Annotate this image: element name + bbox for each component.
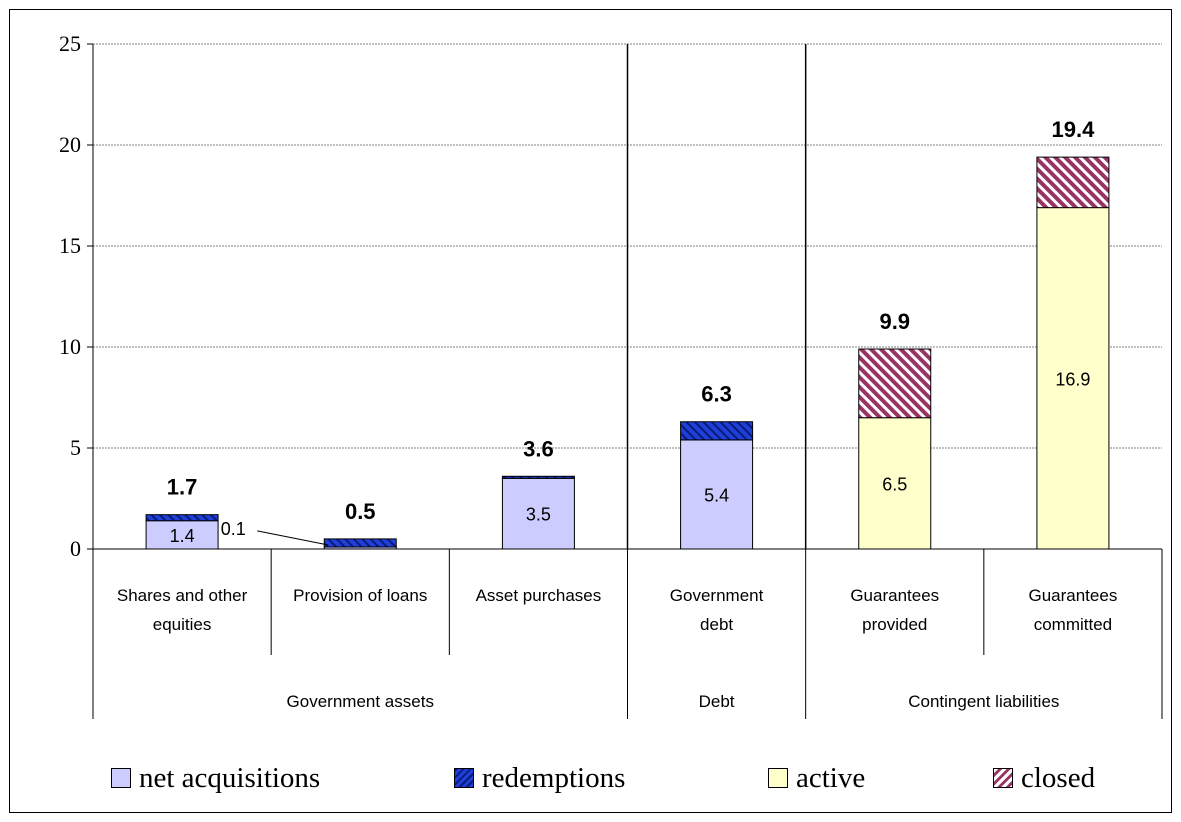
bar-segment-closed (1036, 156, 1110, 209)
category-label: Government (670, 586, 764, 605)
bar-segment-redemptions (501, 475, 575, 479)
bar-segment-net-acquisitions (680, 439, 754, 550)
category-label: Asset purchases (476, 586, 602, 605)
legend-item-active: active (768, 762, 865, 794)
total-label: 6.3 (701, 382, 732, 407)
legend-label: closed (1021, 761, 1096, 794)
legend-label: active (796, 761, 866, 794)
y-tick-label: 0 (70, 536, 81, 561)
legend-swatch-active (768, 768, 788, 788)
category-axis: Shares and other equities Provision of loa… (92, 548, 1163, 719)
bar-segment-closed (858, 348, 932, 419)
bar-segment-redemptions (145, 514, 219, 522)
total-label: 3.6 (523, 436, 554, 461)
segment-label: 1.4 (170, 526, 195, 546)
bar-segment-net-acquisitions (501, 477, 575, 550)
bar-segment-active (1036, 207, 1110, 550)
legend-swatch-redemptions (454, 768, 474, 788)
category-label: debt (700, 615, 733, 634)
y-tick-label: 25 (59, 31, 81, 56)
segment-label: 6.5 (882, 474, 907, 494)
legend-item-closed: closed (993, 762, 1095, 794)
segment-label: 3.5 (526, 505, 551, 525)
legend-item-net-acquisitions: net acquisitions (111, 762, 320, 794)
total-label: 0.5 (345, 499, 376, 524)
y-tick-label: 15 (59, 233, 81, 258)
axes: 0 5 10 15 20 25 (59, 31, 807, 561)
bar-segment-redemptions (323, 538, 397, 548)
group-label: Debt (699, 692, 735, 711)
category-label: equities (153, 615, 212, 634)
bar-segment-net-acquisitions (145, 520, 219, 550)
total-label: 9.9 (879, 309, 910, 334)
bar-segment-redemptions (680, 421, 754, 441)
chart-frame (9, 9, 1172, 813)
bars (145, 156, 1110, 550)
category-label: committed (1034, 615, 1112, 634)
legend-swatch-closed (993, 768, 1013, 788)
total-label: 1.7 (167, 475, 198, 500)
y-tick-label: 5 (70, 435, 81, 460)
legend-swatch-net-acquisitions (111, 768, 131, 788)
data-labels: 1.4 1.7 0.5 0.1 3.5 3.6 5.4 6.3 6.5 9.9 16.9 19.4 (167, 117, 1095, 546)
legend-label: net acquisitions (139, 761, 321, 794)
group-label: Government assets (287, 692, 434, 711)
category-label: Guarantees (1028, 586, 1117, 605)
group-label: Contingent liabilities (908, 692, 1059, 711)
segment-label: 16.9 (1055, 369, 1090, 389)
segment-label: 5.4 (704, 485, 729, 505)
category-label: Shares and other (117, 586, 248, 605)
legend-item-redemptions: redemptions (454, 762, 625, 794)
category-label: Provision of loans (293, 586, 427, 605)
category-label: Guarantees (850, 586, 939, 605)
legend-label: redemptions (482, 761, 626, 794)
callout-label: 0.1 (221, 519, 246, 539)
callout-leader (257, 530, 329, 546)
y-tick-label: 20 (59, 132, 81, 157)
y-tick-label: 10 (59, 334, 81, 359)
category-label: provided (862, 615, 927, 634)
total-label: 19.4 (1052, 117, 1096, 142)
